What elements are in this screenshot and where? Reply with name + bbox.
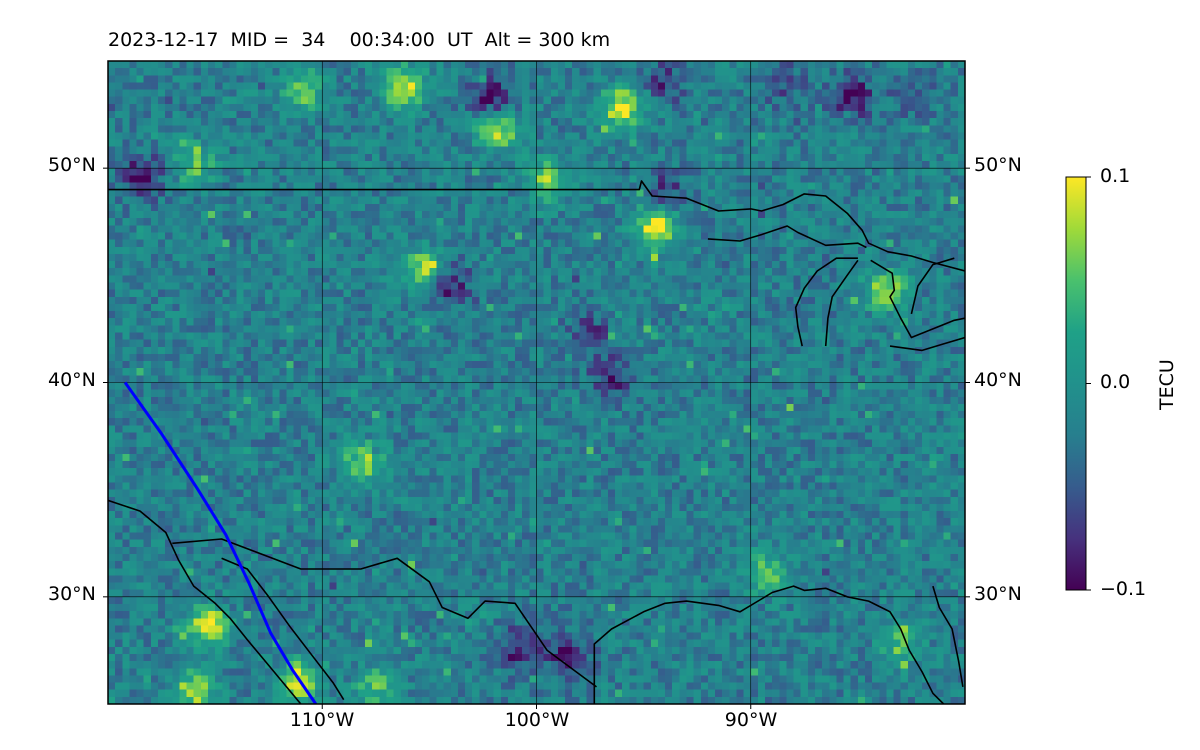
colorbar-tick-label-max: 0.1: [1100, 165, 1131, 187]
coastline: [108, 180, 965, 272]
coastline: [108, 499, 302, 704]
colorbar-tick-label-zero: 0.0: [1100, 371, 1131, 393]
title-mid-label: MID =: [230, 29, 290, 51]
gridlines: [108, 61, 965, 704]
lat-label-50n-right: 50°N: [974, 154, 1022, 176]
lon-label-90w: 90°W: [724, 709, 778, 731]
map-panel: [108, 61, 965, 704]
title-alt-unit: km: [580, 29, 611, 51]
coastline: [870, 259, 965, 339]
lat-label-40n-right: 40°N: [974, 369, 1022, 391]
lat-label-50n-left: 50°N: [48, 154, 96, 176]
title-time-unit: UT: [447, 29, 473, 51]
colorbar: [1065, 176, 1087, 591]
lat-label-40n-left: 40°N: [48, 369, 96, 391]
colorbar-tick-label-min: −0.1: [1100, 578, 1147, 600]
coastline: [593, 585, 945, 704]
colorbar-ticks: [1086, 176, 1091, 591]
coastlines: [108, 180, 965, 704]
title-alt-label: Alt =: [484, 29, 533, 51]
coastline: [794, 257, 858, 347]
plot-title: 2023-12-17 MID = 34 00:34:00 UT Alt = 30…: [108, 29, 610, 51]
title-alt-value: 300: [538, 29, 575, 51]
lat-label-30n-left: 30°N: [48, 583, 96, 605]
axis-ticks: [103, 167, 970, 709]
coastline: [172, 538, 597, 688]
coastline: [824, 259, 859, 347]
satellite-track: [123, 381, 318, 704]
coastline: [932, 585, 964, 688]
colorbar-label: TECU: [1156, 359, 1178, 410]
title-mid-value: 34: [301, 29, 326, 51]
title-date: 2023-12-17: [108, 29, 219, 51]
title-time: 00:34:00: [349, 29, 435, 51]
coastline: [707, 225, 867, 249]
coastline: [910, 257, 955, 315]
lon-label-100w: 100°W: [504, 709, 570, 731]
coastline: [221, 557, 345, 701]
lat-label-30n-right: 30°N: [974, 583, 1022, 605]
coastline: [889, 336, 965, 352]
lon-label-110w: 110°W: [289, 709, 355, 731]
